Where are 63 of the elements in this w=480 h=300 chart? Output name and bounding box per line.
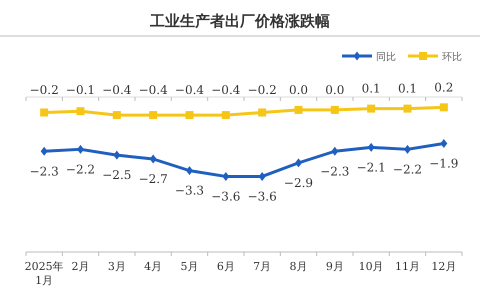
point xyxy=(40,146,48,156)
x-tick-label: 2月 xyxy=(72,260,90,273)
point xyxy=(294,106,302,114)
data-label: −0.4 xyxy=(174,83,204,97)
point xyxy=(113,150,120,160)
point xyxy=(186,111,194,120)
point xyxy=(222,111,230,120)
data-label: −0.4 xyxy=(102,83,132,97)
x-tick-label: 4月 xyxy=(144,260,162,273)
data-label: −2.3 xyxy=(30,164,59,178)
data-label: 0.2 xyxy=(434,80,454,94)
x-tick-label: 8月 xyxy=(290,260,308,273)
data-label: −3.6 xyxy=(211,189,240,204)
x-tick-label: 11月 xyxy=(395,260,420,273)
data-label: −2.3 xyxy=(320,164,350,178)
point xyxy=(440,103,448,112)
x-tick-label: 9月 xyxy=(326,260,344,273)
legend-label: 环比 xyxy=(442,51,462,63)
point xyxy=(368,142,375,152)
data-label: −0.1 xyxy=(66,83,96,97)
data-label: −2.2 xyxy=(392,162,422,176)
legend-label: 同比 xyxy=(376,51,396,63)
data-label: −3.3 xyxy=(174,184,204,198)
data-label: −2.7 xyxy=(138,172,168,186)
data-label: −0.2 xyxy=(30,83,59,97)
data-label: −2.5 xyxy=(102,168,132,182)
data-label: −0.4 xyxy=(211,83,241,97)
chart-title: 工业生产者出厂价格涨跌幅 xyxy=(149,12,330,30)
point xyxy=(40,108,48,116)
point xyxy=(149,111,158,120)
x-tick-label: 6月 xyxy=(216,260,235,273)
data-label: −2.1 xyxy=(356,160,386,174)
point xyxy=(404,144,411,154)
point xyxy=(258,108,266,116)
point xyxy=(331,146,338,156)
data-label: 0.0 xyxy=(288,82,308,97)
point xyxy=(112,111,121,120)
x-tick-label: 3月 xyxy=(108,260,126,273)
point xyxy=(76,107,84,116)
point xyxy=(186,166,193,176)
point xyxy=(367,104,376,113)
data-label: −1.9 xyxy=(429,156,458,170)
point xyxy=(77,144,84,154)
point xyxy=(258,172,266,181)
data-label: −2.9 xyxy=(284,176,314,190)
point xyxy=(295,158,302,168)
data-label: −0.4 xyxy=(138,83,168,97)
data-label: 0.1 xyxy=(398,82,418,96)
x-tick-label: 10月 xyxy=(358,260,384,273)
x-tick-label: 2025年 1月 xyxy=(24,260,64,287)
x-tick-label: 5月 xyxy=(180,260,198,273)
point xyxy=(440,139,448,148)
data-label: −0.2 xyxy=(248,83,277,97)
x-tick-label: 7月 xyxy=(253,260,272,273)
point xyxy=(150,154,157,164)
x-tick-label: 12月 xyxy=(431,260,456,273)
data-label: 0.1 xyxy=(362,82,381,96)
data-label: −2.2 xyxy=(66,162,96,176)
data-label: −3.6 xyxy=(248,189,277,204)
point xyxy=(222,172,230,181)
point xyxy=(330,106,339,114)
data-label: 0.0 xyxy=(325,82,344,97)
point xyxy=(404,104,412,113)
